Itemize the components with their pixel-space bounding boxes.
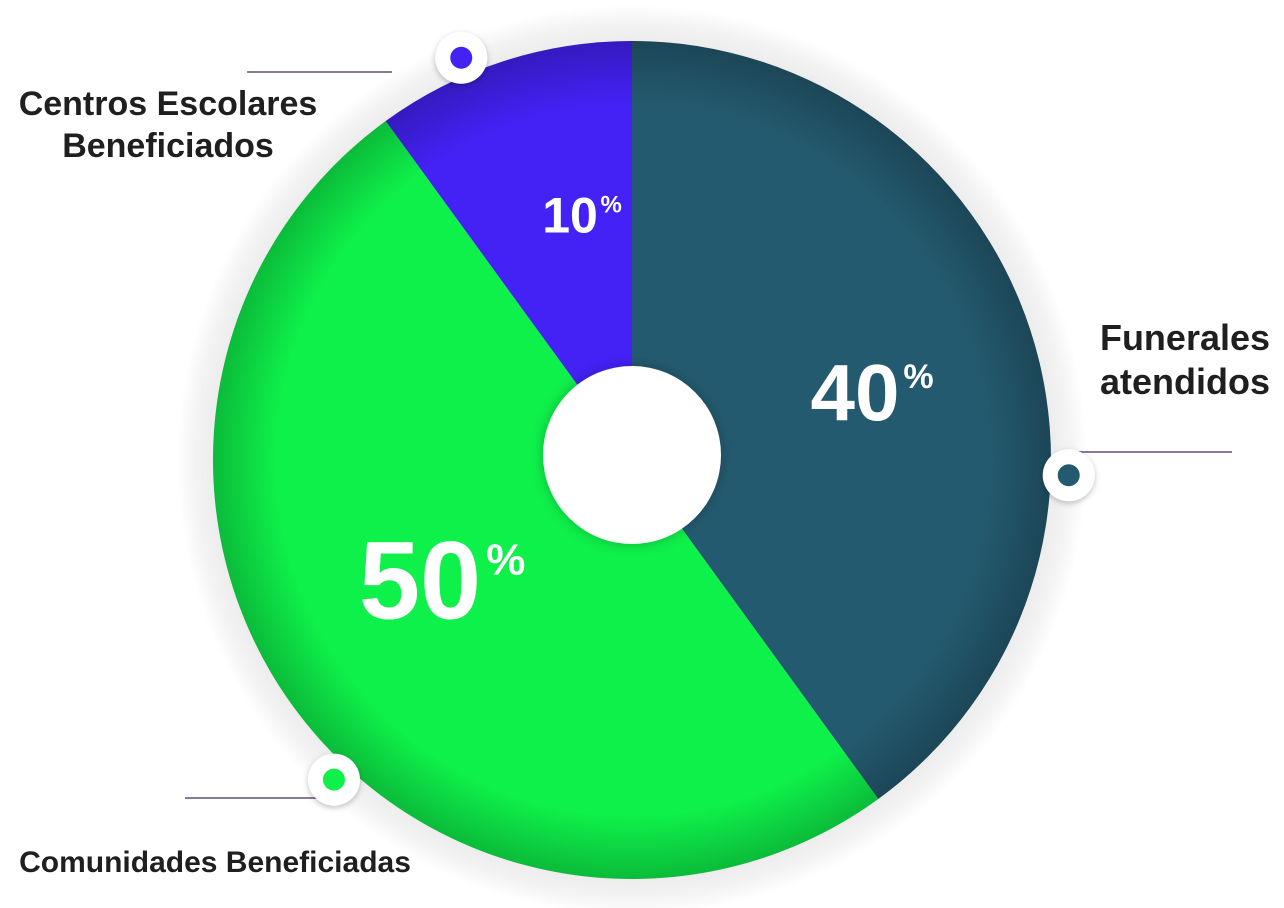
legend-label-2: Funerales atendidos: [1100, 317, 1270, 402]
value-unit-2: %: [903, 358, 933, 396]
legend-marker-1: [450, 46, 473, 69]
legend-marker-3: [322, 768, 345, 791]
value-label-1: 10: [542, 188, 598, 244]
value-labels: 10 %40 %50%: [359, 188, 934, 643]
value-label-2: 40: [811, 348, 900, 437]
legend-labels: Centros Escolares Beneficiados Funerales at…: [19, 85, 1270, 879]
legend-label-line: Beneficiados: [62, 127, 274, 165]
center-hole: [543, 366, 721, 544]
legend-label-line: atendidos: [1100, 361, 1270, 402]
legend-label-line: Comunidades Beneficiadas: [19, 846, 411, 879]
value-unit-1: %: [601, 192, 622, 219]
legend-label-line: Funerales: [1100, 317, 1270, 358]
legend-label-3: Comunidades Beneficiadas: [19, 846, 411, 879]
legend-label-line: Centros Escolares: [19, 85, 318, 123]
value-unit-3: %: [486, 536, 525, 585]
legend-marker-2: [1057, 464, 1080, 487]
legend-leaders: [185, 31, 1232, 806]
value-label-3: 50: [359, 520, 481, 643]
legend-label-1: Centros Escolares Beneficiados: [19, 85, 318, 165]
